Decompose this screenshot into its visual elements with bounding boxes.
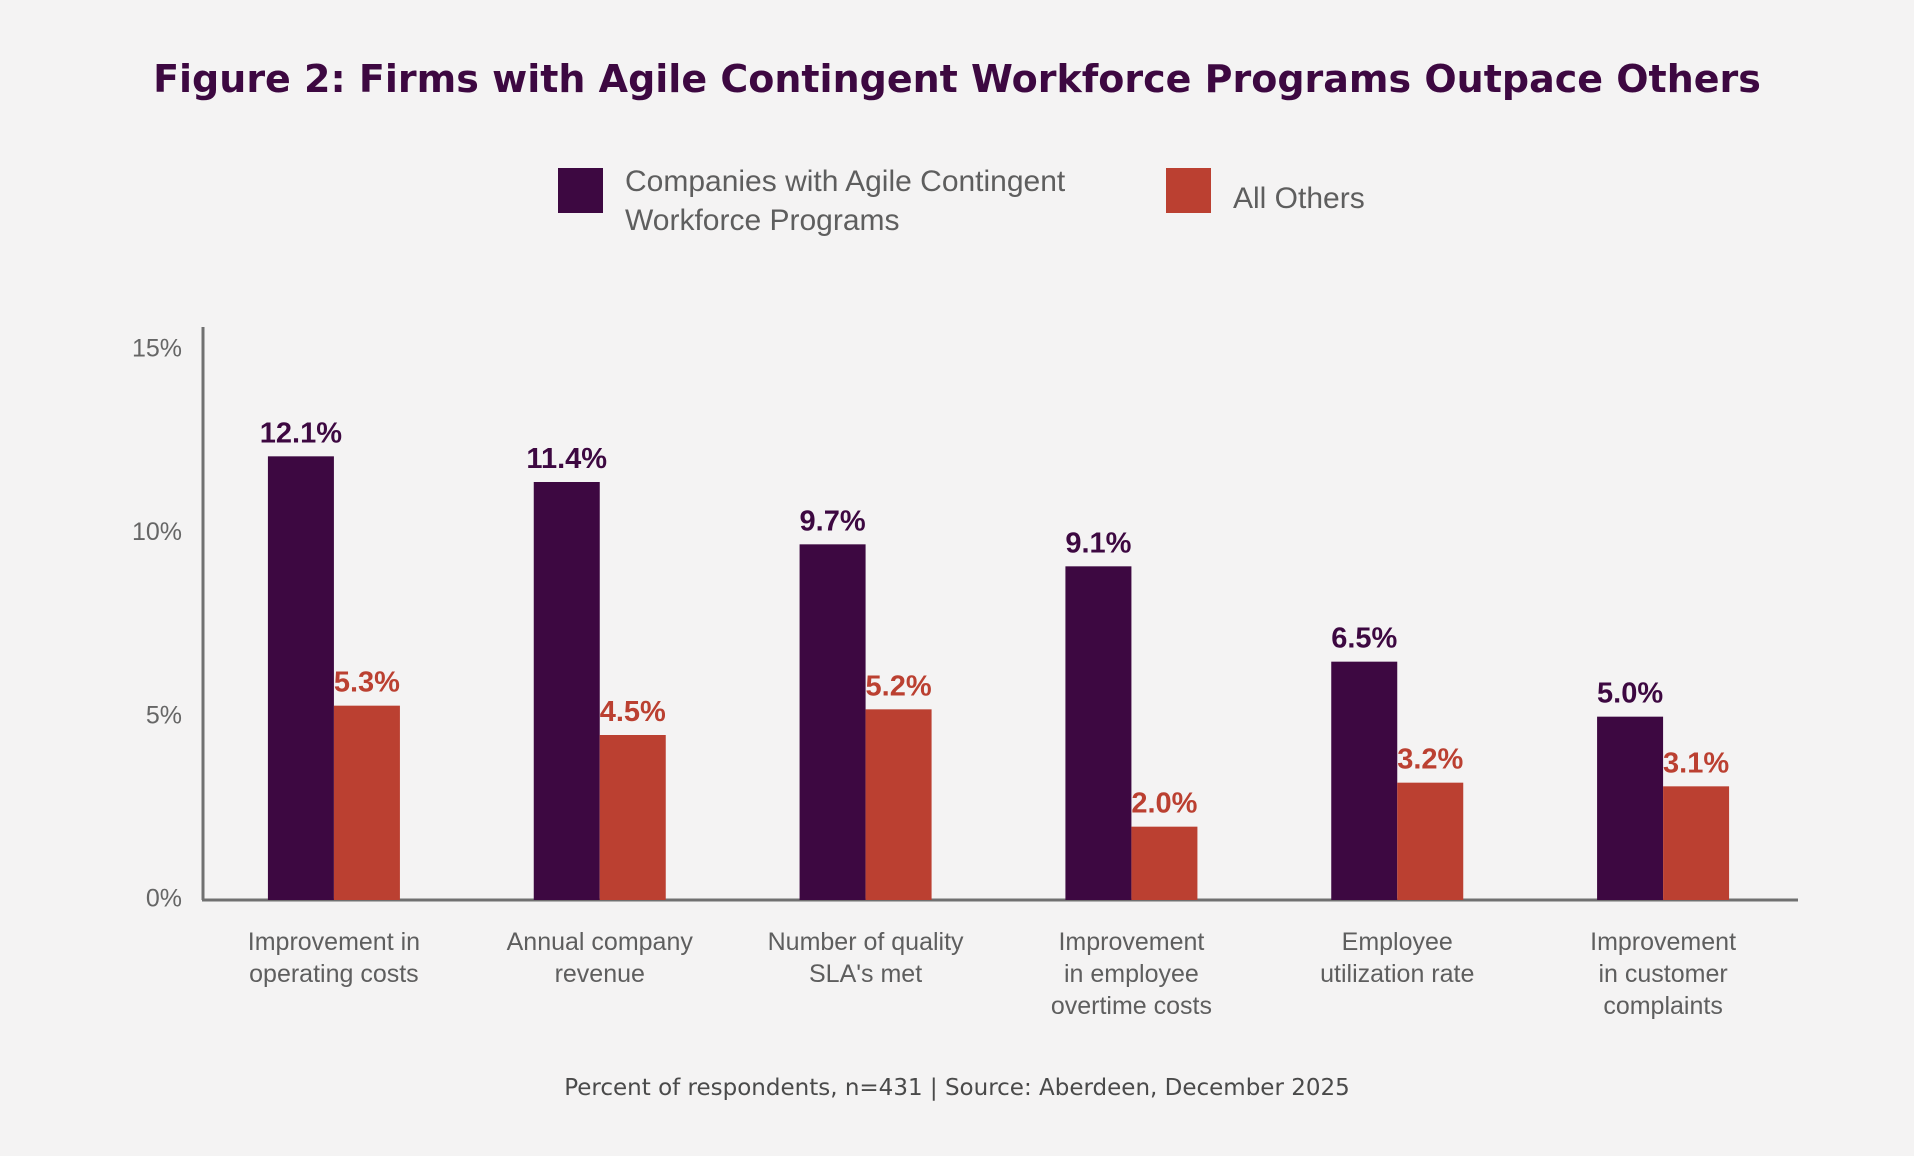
bar-others — [1397, 782, 1464, 900]
category-label: revenue — [555, 960, 645, 988]
legend-label-0-1: Workforce Programs — [625, 204, 900, 237]
category-label: Annual company — [507, 928, 694, 956]
bar-value-label: 5.2% — [866, 670, 932, 702]
bar-agile — [1597, 716, 1664, 900]
bar-others — [865, 709, 932, 900]
bar-agile — [533, 482, 600, 900]
bar-value-label: 5.3% — [334, 667, 400, 699]
category-label: SLA's met — [809, 960, 922, 988]
bar-value-label: 11.4% — [526, 443, 607, 475]
category-label: Number of quality — [768, 928, 964, 956]
bar-value-label: 6.5% — [1331, 623, 1397, 655]
bar-value-label: 3.1% — [1663, 747, 1729, 779]
y-tick-label: 10% — [132, 518, 182, 546]
bar-others — [1663, 786, 1730, 900]
bar-agile — [799, 544, 866, 900]
bar-agile — [1331, 661, 1398, 900]
legend-swatch-1 — [1166, 168, 1211, 213]
bar-others — [333, 705, 400, 900]
category-label: operating costs — [249, 960, 419, 988]
bar-value-labels: 12.1% 5.3% 11.4% 4.5% 9.7% 5.2% 9.1% 2.0% 6.5% 3.… — [260, 417, 1730, 819]
bar-others — [599, 735, 666, 900]
legend-label-0-0: Companies with Agile Contingent — [625, 165, 1066, 198]
bar-value-label: 5.0% — [1597, 678, 1663, 710]
bar-value-label: 2.0% — [1131, 788, 1197, 820]
legend-swatch-0 — [558, 168, 603, 213]
y-tick-label: 5% — [146, 701, 182, 729]
category-label: utilization rate — [1320, 960, 1474, 988]
category-label: in customer — [1598, 960, 1727, 988]
category-label: Improvement in — [248, 928, 420, 956]
bar-value-label: 4.5% — [600, 696, 666, 728]
bar-agile — [1065, 566, 1132, 900]
category-label: complaints — [1603, 992, 1723, 1020]
y-tick-label: 0% — [146, 885, 182, 913]
category-labels: Improvement in operating costs Annual comp… — [248, 928, 1736, 1020]
bar-value-label: 12.1% — [260, 417, 342, 449]
chart-footnote: Percent of respondents, n=431 | Source: … — [564, 1075, 1350, 1101]
category-label: overtime costs — [1051, 992, 1212, 1020]
chart-title: Figure 2: Firms with Agile Contingent Wo… — [153, 57, 1761, 101]
bar-value-label: 9.7% — [800, 505, 866, 537]
bars — [267, 456, 1730, 900]
bar-value-label: 3.2% — [1397, 744, 1463, 776]
legend-label-1-0: All Others — [1233, 182, 1365, 215]
category-label: in employee — [1064, 960, 1199, 988]
category-label: Employee — [1342, 928, 1453, 956]
category-label: Improvement — [1058, 928, 1204, 956]
y-axis: 0% 5% 10% 15% — [132, 327, 205, 913]
category-label: Improvement — [1590, 928, 1736, 956]
y-tick-label: 15% — [132, 335, 182, 363]
bar-others — [1131, 826, 1198, 900]
bar-value-label: 9.1% — [1065, 527, 1131, 559]
legend: Companies with Agile Contingent Workforce… — [558, 165, 1365, 237]
bar-agile — [267, 456, 334, 900]
